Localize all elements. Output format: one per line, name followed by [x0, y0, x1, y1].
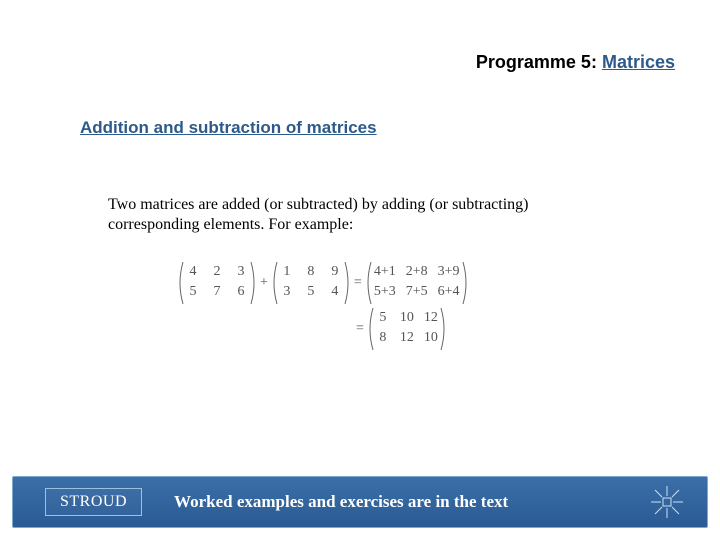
section-subtitle: Addition and subtraction of matrices [80, 118, 377, 138]
programme-label: Programme 5: [476, 52, 597, 72]
cell: 5+3 [374, 284, 396, 302]
cell: 3+9 [438, 264, 460, 282]
matrix-result: 5 10 12 8 12 10 [370, 308, 444, 350]
cell: 7+5 [406, 284, 428, 302]
cell: 12 [424, 310, 438, 328]
equation-block: 4 2 3 5 7 6 + 1 8 9 3 5 4 = [178, 262, 468, 354]
cell: 10 [424, 330, 438, 348]
cell: 12 [400, 330, 414, 348]
cell: 10 [400, 310, 414, 328]
cell: 4 [328, 284, 342, 302]
footer-text: Worked examples and exercises are in the… [174, 492, 508, 512]
equation-row-1: 4 2 3 5 7 6 + 1 8 9 3 5 4 = [178, 262, 468, 304]
cell: 4 [186, 264, 200, 282]
plus-operator: + [260, 275, 268, 291]
cell: 2 [210, 264, 224, 282]
cell: 3 [234, 264, 248, 282]
footer-bar: STROUD Worked examples and exercises are… [12, 476, 708, 528]
equation-row-2: = 5 10 12 8 12 10 [352, 308, 468, 350]
topic-title: Matrices [602, 52, 675, 72]
cell: 8 [304, 264, 318, 282]
cell: 5 [186, 284, 200, 302]
matrix-b: 1 8 9 3 5 4 [274, 262, 348, 304]
brand-label: STROUD [45, 488, 142, 516]
body-paragraph: Two matrices are added (or subtracted) b… [108, 195, 620, 235]
matrix-a: 4 2 3 5 7 6 [180, 262, 254, 304]
cell: 5 [304, 284, 318, 302]
cell: 4+1 [374, 264, 396, 282]
cell: 3 [280, 284, 294, 302]
equals-operator: = [354, 275, 362, 291]
matrix-sum-expr: 4+1 2+8 3+9 5+3 7+5 6+4 [368, 262, 466, 304]
cell: 2+8 [406, 264, 428, 282]
cell: 9 [328, 264, 342, 282]
cell: 6 [234, 284, 248, 302]
cell: 7 [210, 284, 224, 302]
equals-operator: = [356, 321, 364, 337]
cell: 6+4 [438, 284, 460, 302]
cell: 5 [376, 310, 390, 328]
cell: 1 [280, 264, 294, 282]
slide-header: Programme 5: Matrices [476, 52, 675, 73]
cell: 8 [376, 330, 390, 348]
starburst-icon [649, 484, 685, 520]
